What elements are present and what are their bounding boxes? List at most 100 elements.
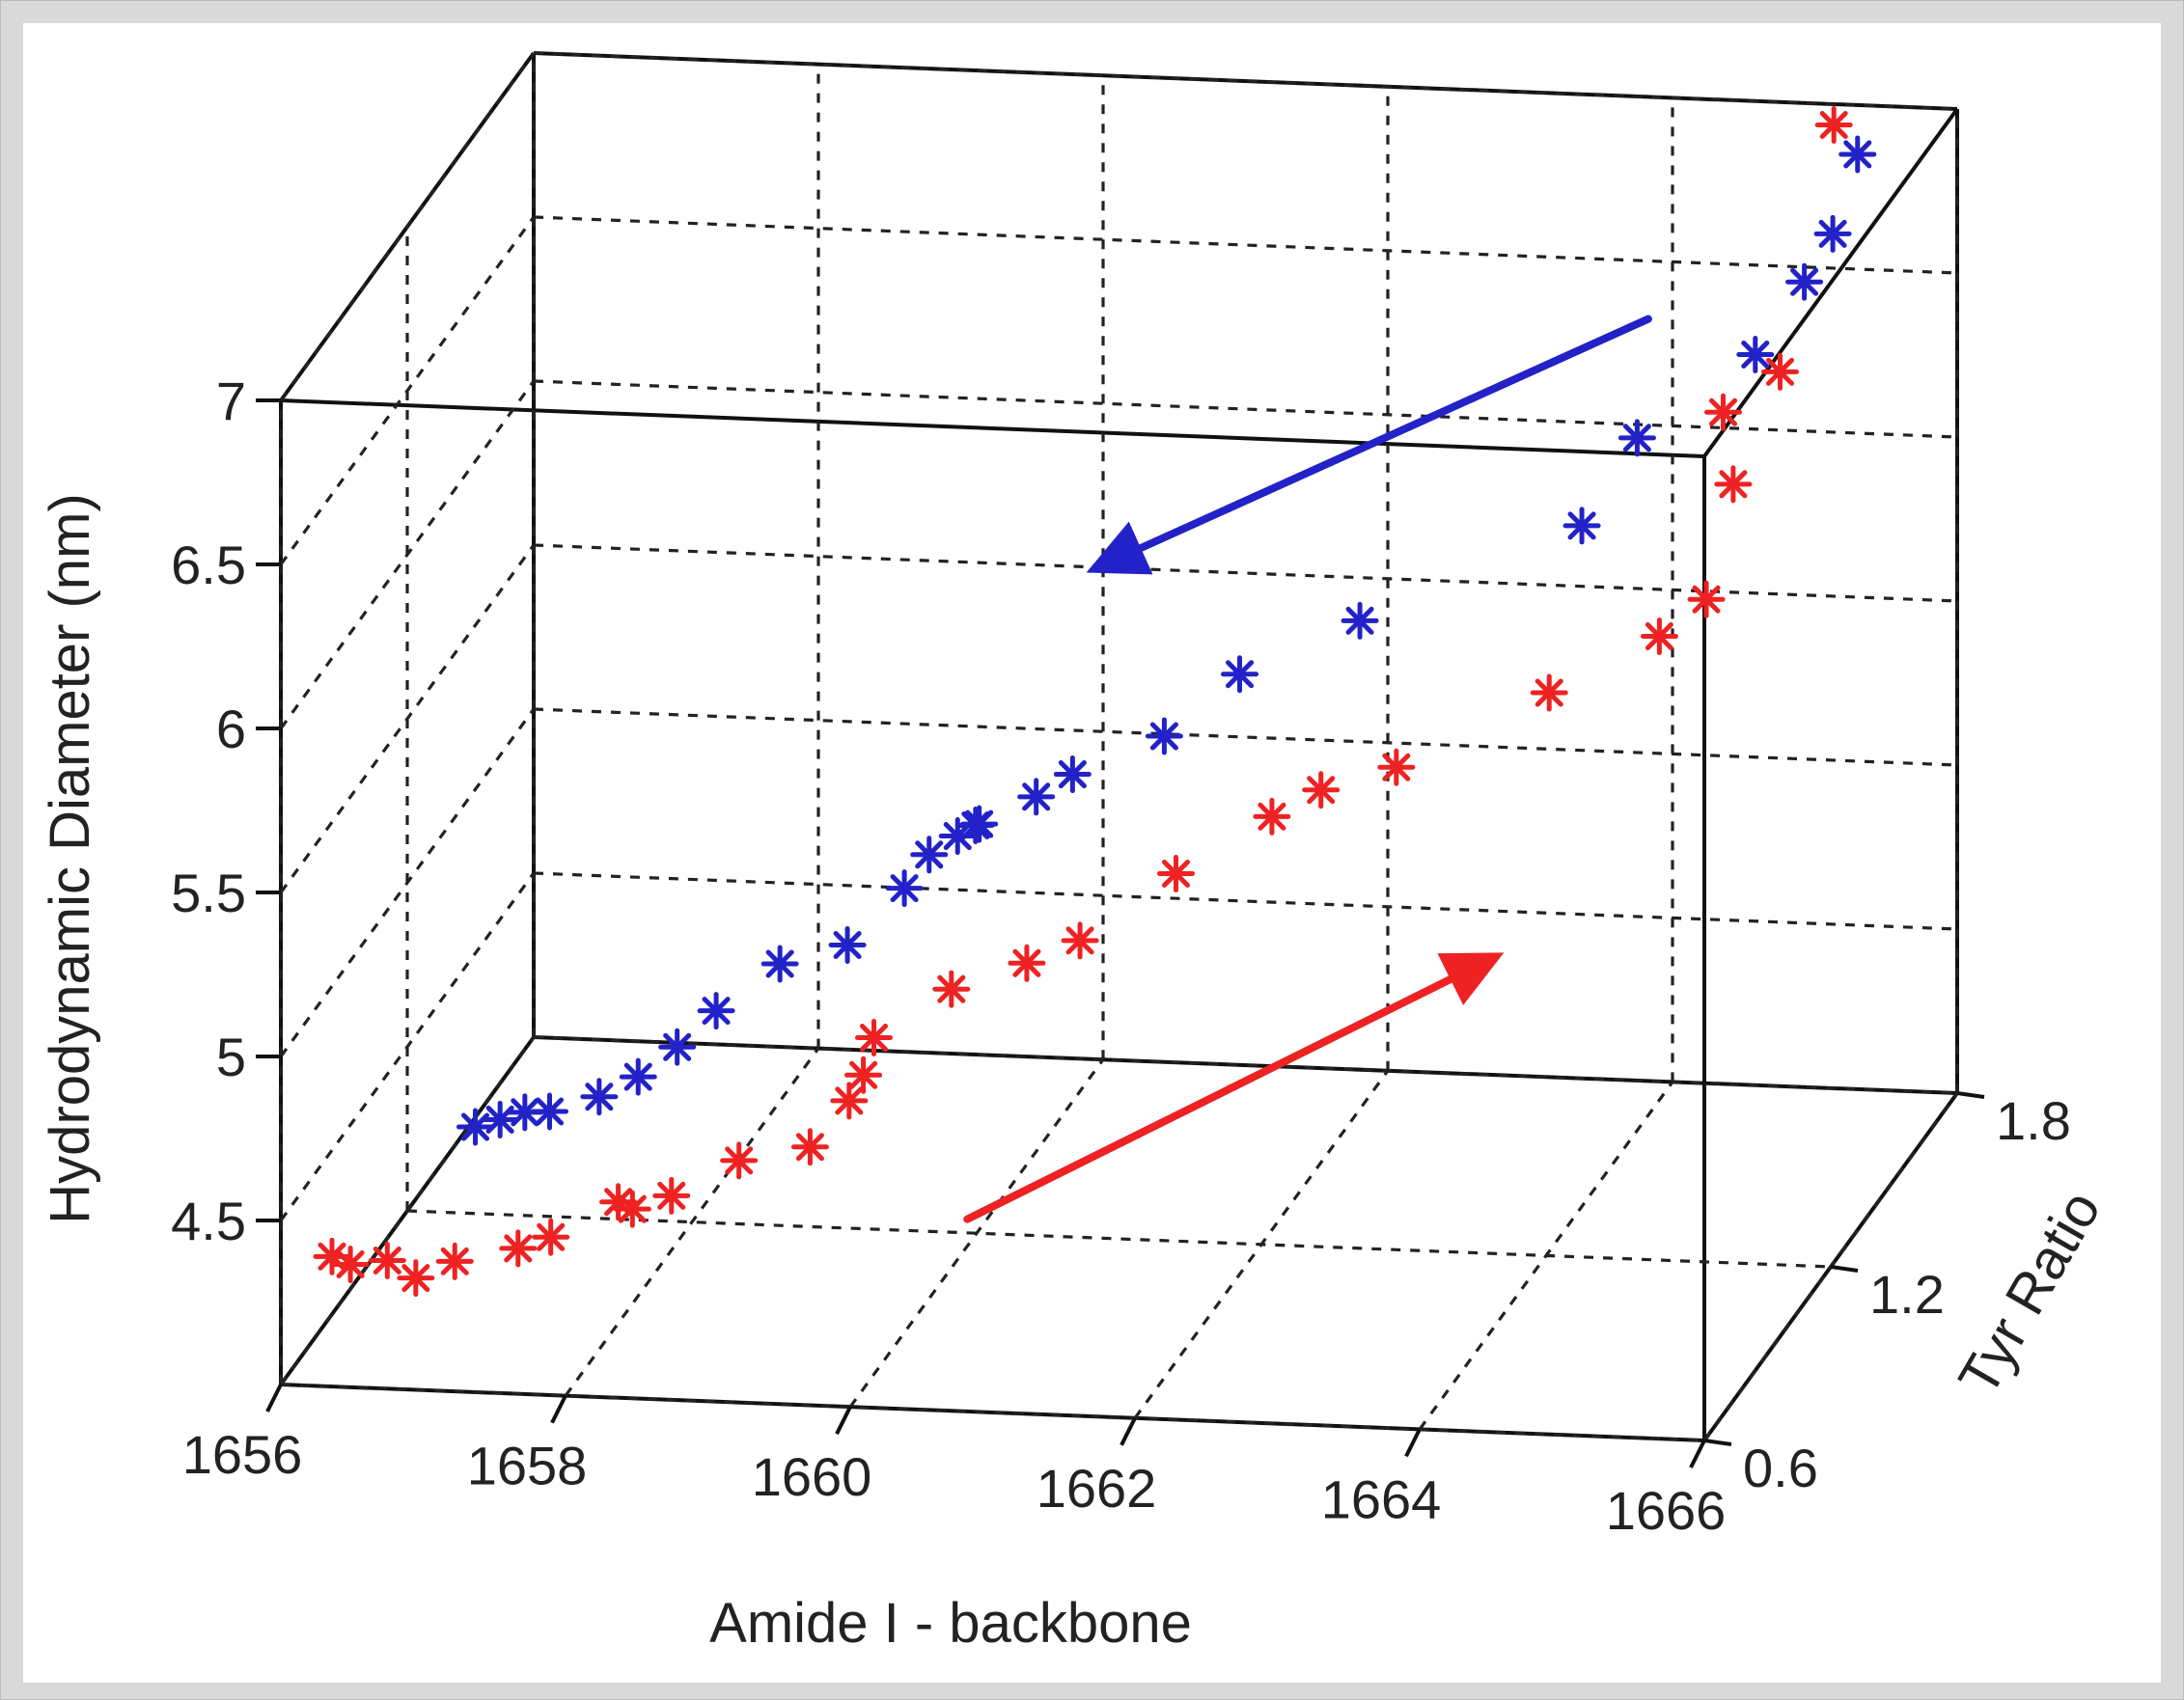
data-point-stroke [915, 840, 944, 869]
y-tick-label: 1.2 [1869, 1264, 1945, 1325]
y-tick-label: 0.6 [1743, 1438, 1818, 1498]
data-point-stroke [1719, 470, 1748, 499]
data-point [1061, 921, 1099, 960]
x-tick-label: 1656 [182, 1424, 303, 1485]
grid-floor-x [848, 1058, 1105, 1409]
grid-back-z [533, 871, 1958, 931]
tick-labels: 1656 1658 1660 1662 1664 1666 0.6 1.2 1.8 4.5 5 5.5… [171, 370, 2071, 1541]
data-point-stroke [1765, 357, 1795, 386]
data-point-stroke [1149, 722, 1178, 751]
data-point [532, 1218, 570, 1256]
data-point-stroke [943, 822, 972, 851]
z-tick-label: 5 [216, 1027, 246, 1087]
data-point [435, 1242, 474, 1280]
data-point-stroke [1692, 585, 1721, 614]
data-point [658, 1028, 697, 1066]
data-point-stroke [1645, 621, 1673, 651]
blue-trend-arrow-shaft [1137, 315, 1652, 553]
data-point-stroke [604, 1188, 633, 1217]
x-axis-label: Amide I - backbone [709, 1592, 1192, 1655]
data-points [313, 106, 1877, 1298]
data-point-stroke [1708, 398, 1738, 426]
z-tick-label: 5.5 [171, 863, 246, 923]
z-tick-label: 6 [216, 699, 246, 759]
data-point [481, 1100, 519, 1138]
data-point [580, 1078, 619, 1116]
data-point [956, 807, 995, 845]
data-point [855, 1019, 893, 1056]
y-tick [1830, 1265, 1859, 1273]
grid-back-z [533, 51, 1958, 111]
data-point [499, 1229, 538, 1268]
data-point [599, 1183, 638, 1221]
data-point [1838, 135, 1877, 174]
z-axis-label: Hydrodynamic Diameter (nm) [39, 493, 101, 1223]
x-tick-label: 1666 [1606, 1480, 1727, 1541]
data-point [1687, 580, 1726, 618]
data-point [1053, 755, 1092, 794]
grid-side-z [279, 708, 536, 1057]
data-point-stroke [373, 1246, 401, 1275]
data-point-stroke [795, 1133, 824, 1162]
data-point [1813, 214, 1852, 253]
data-point-stroke [1622, 424, 1651, 452]
data-point-stroke [1819, 111, 1848, 140]
y-tick [1703, 1439, 1732, 1446]
x-tick-label: 1662 [1037, 1458, 1157, 1519]
grid-back-z [533, 215, 1958, 275]
data-point-stroke [535, 1097, 565, 1126]
data-point [1736, 335, 1775, 373]
data-point [1530, 673, 1568, 712]
data-point-stroke [318, 1242, 346, 1271]
grid-side-z [279, 52, 536, 401]
data-point-stroke [1534, 678, 1563, 707]
grid-back-z [533, 543, 1958, 603]
data-point [910, 836, 949, 874]
data-point-stroke [336, 1250, 365, 1279]
data-point-stroke [1161, 860, 1191, 889]
data-point [1253, 797, 1291, 836]
grid-floor-y [533, 1035, 1958, 1095]
data-point-stroke [585, 1083, 614, 1111]
data-point-stroke [1022, 782, 1051, 811]
z-tick-label: 6.5 [171, 535, 246, 595]
data-point [790, 1128, 829, 1166]
data-point-stroke [765, 949, 794, 978]
data-point [1785, 262, 1824, 301]
data-point [844, 1056, 883, 1094]
red-trend-arrow-shaft [963, 974, 1454, 1223]
data-point-stroke [1226, 660, 1255, 689]
data-point [1017, 778, 1056, 816]
grid-floor-x [564, 1047, 820, 1397]
z-tick-label: 4.5 [171, 1191, 246, 1251]
grid-back-z [533, 707, 1958, 767]
data-point [720, 1141, 759, 1180]
data-point [830, 1082, 869, 1120]
data-point [828, 926, 867, 964]
grid-side-z [279, 872, 536, 1221]
z-tick-label: 7 [216, 370, 246, 431]
data-point-stroke [1843, 140, 1872, 169]
data-point [1221, 655, 1259, 694]
data-point [1302, 771, 1341, 809]
data-point-stroke [618, 1194, 647, 1223]
data-point [760, 945, 799, 983]
data-point [1714, 465, 1753, 504]
data-point [1145, 717, 1183, 755]
data-point [938, 817, 977, 856]
x-tick-label: 1658 [467, 1436, 588, 1496]
data-point [932, 970, 971, 1008]
data-point-stroke [890, 874, 919, 903]
data-point [1814, 106, 1853, 145]
data-point [1704, 393, 1742, 431]
box-edge [280, 398, 1705, 458]
y-tick-label: 1.8 [1996, 1090, 2071, 1151]
data-point-stroke [1382, 753, 1411, 781]
data-point-stroke [859, 1023, 889, 1053]
grid-back-z [533, 379, 1958, 439]
grid-side-z [279, 380, 536, 729]
trend-arrows [963, 315, 1652, 1223]
data-point [368, 1241, 406, 1279]
data-point-stroke [1567, 511, 1596, 540]
x-tick [550, 1394, 567, 1424]
